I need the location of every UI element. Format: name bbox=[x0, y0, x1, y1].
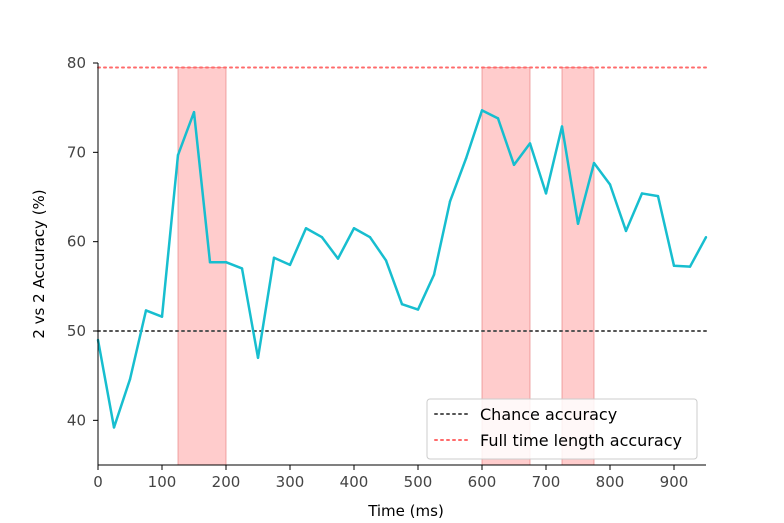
y-tick-label: 70 bbox=[67, 143, 86, 161]
data-point bbox=[208, 261, 212, 264]
x-tick-label: 800 bbox=[596, 473, 625, 491]
data-point bbox=[176, 153, 180, 157]
x-tick-label: 300 bbox=[276, 473, 305, 491]
data-point bbox=[624, 229, 628, 233]
data-point bbox=[688, 265, 692, 268]
x-tick-label: 500 bbox=[404, 473, 433, 491]
legend-chance-label: Chance accuracy bbox=[480, 405, 617, 424]
legend-full-time-label: Full time length accuracy bbox=[480, 431, 682, 450]
data-point bbox=[144, 309, 148, 312]
x-tick-label: 200 bbox=[212, 473, 241, 491]
y-tick-label: 40 bbox=[67, 411, 86, 429]
x-tick-label: 600 bbox=[468, 473, 497, 491]
x-axis-label: Time (ms) bbox=[367, 502, 444, 520]
data-point bbox=[320, 236, 324, 239]
y-tick-label: 60 bbox=[67, 233, 86, 251]
data-point bbox=[656, 194, 660, 198]
data-point bbox=[528, 142, 532, 145]
legend-box bbox=[426, 398, 698, 460]
data-point bbox=[240, 267, 244, 270]
data-point bbox=[224, 261, 228, 264]
data-point bbox=[608, 183, 612, 186]
data-point bbox=[272, 256, 276, 259]
data-point bbox=[192, 110, 196, 114]
data-point bbox=[560, 125, 564, 128]
data-point bbox=[432, 273, 436, 276]
y-tick-label: 50 bbox=[67, 322, 86, 340]
data-point bbox=[496, 117, 500, 120]
data-point bbox=[464, 157, 468, 160]
x-tick-label: 400 bbox=[340, 473, 369, 491]
data-point bbox=[448, 200, 452, 203]
data-point bbox=[704, 236, 708, 239]
data-point bbox=[368, 236, 372, 239]
data-point bbox=[672, 264, 676, 267]
shaded-region bbox=[177, 66, 227, 466]
x-tick-label: 700 bbox=[532, 473, 561, 491]
data-point bbox=[336, 257, 340, 260]
x-tick-label: 0 bbox=[93, 473, 103, 491]
data-point bbox=[592, 161, 596, 165]
data-point bbox=[384, 259, 388, 262]
data-point bbox=[288, 263, 292, 267]
y-axis-label: 2 vs 2 Accuracy (%) bbox=[30, 189, 48, 338]
data-point bbox=[576, 222, 580, 225]
data-point bbox=[416, 308, 420, 311]
data-point bbox=[512, 163, 516, 167]
data-point bbox=[160, 315, 164, 318]
x-tick-label: 900 bbox=[660, 473, 689, 491]
data-point bbox=[640, 192, 644, 195]
data-point bbox=[544, 192, 548, 195]
x-tick-label: 100 bbox=[148, 473, 177, 491]
data-point bbox=[128, 378, 132, 381]
data-point bbox=[112, 426, 116, 429]
y-tick-label: 80 bbox=[67, 54, 86, 72]
data-point bbox=[304, 227, 308, 230]
data-point bbox=[256, 356, 260, 359]
data-point bbox=[400, 303, 404, 306]
data-point bbox=[480, 109, 484, 112]
data-point bbox=[352, 227, 356, 230]
